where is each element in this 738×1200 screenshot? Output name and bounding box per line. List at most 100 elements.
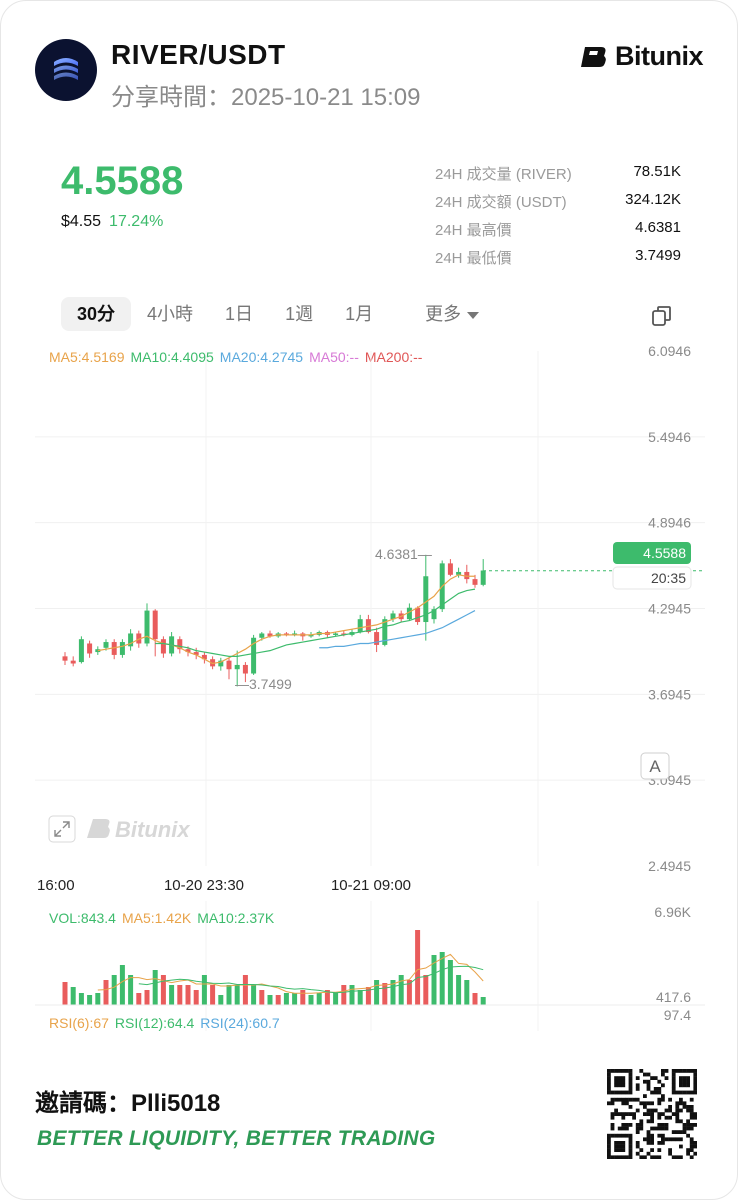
candle-body xyxy=(144,610,150,644)
candle-body xyxy=(406,607,412,620)
last-price-tag-text: 4.5588 xyxy=(643,545,686,561)
brand-logo: Bitunix xyxy=(579,41,704,72)
brand-name: Bitunix xyxy=(615,41,704,71)
volume-bar xyxy=(193,990,199,1005)
volume-bar xyxy=(218,995,224,1005)
candle-body xyxy=(456,571,462,575)
tab-1d[interactable]: 1日 xyxy=(225,304,254,324)
candle-body xyxy=(415,607,421,623)
volume-bar xyxy=(456,975,462,1005)
rsi24-label: RSI(24):60.7 xyxy=(200,1015,280,1031)
candle-body xyxy=(423,576,429,623)
ma5-label: MA5:4.5169 xyxy=(49,349,125,365)
candle-body xyxy=(218,660,224,667)
stat-label: 24H 最低價 xyxy=(435,250,512,267)
volume-bar xyxy=(431,955,437,1005)
stat-label: 24H 成交額 (USDT) xyxy=(435,194,567,211)
volume-bar xyxy=(259,990,265,1005)
candle-body xyxy=(242,664,248,674)
volume-bar xyxy=(95,993,101,1005)
ma-legend: MA5:4.5169 MA10:4.4095 MA20:4.2745 MA50:-- M… xyxy=(49,349,428,365)
candle-body xyxy=(480,570,486,585)
volume-bar xyxy=(103,980,109,1005)
candle-body xyxy=(95,649,101,653)
volume-bar xyxy=(251,985,257,1005)
copy-icon[interactable] xyxy=(651,305,673,327)
volume-bar xyxy=(333,993,339,1005)
candle-body xyxy=(201,654,207,660)
stat-row: 24H 最高價 4.6381 xyxy=(435,219,681,247)
volume-bar xyxy=(406,980,412,1005)
qr-code-icon xyxy=(607,1069,697,1159)
y-tick-label: 4.2945 xyxy=(648,601,691,617)
volume-bar xyxy=(275,995,281,1005)
ma200-label: MA200:-- xyxy=(364,349,423,365)
volume-bar xyxy=(242,975,248,1005)
candle-body xyxy=(357,619,363,633)
tab-1m[interactable]: 1月 xyxy=(345,304,374,324)
vol-label: VOL:843.4 xyxy=(49,910,116,926)
volume-bar xyxy=(382,983,388,1005)
tab-30m[interactable]: 30分 xyxy=(61,297,132,331)
countdown-tag xyxy=(612,566,692,590)
volume-bar xyxy=(70,987,76,1005)
candle-body xyxy=(439,563,445,610)
candle-body xyxy=(128,633,134,647)
candle-body xyxy=(185,649,191,653)
interval-tabs: 30分 4小時 1日 1週 1月 更多 xyxy=(61,297,495,331)
ma10-line xyxy=(155,588,476,657)
candle-body xyxy=(472,579,478,585)
ma20-label: MA20:4.2745 xyxy=(219,349,304,365)
candle-body xyxy=(152,610,158,640)
volume-bar xyxy=(152,970,158,1005)
volume-bar xyxy=(472,993,478,1005)
expand-icon xyxy=(48,815,76,843)
vol-tick-label: 6.96K xyxy=(654,904,691,920)
candle-body xyxy=(111,642,117,655)
high-price-label: 4.6381— xyxy=(375,546,432,562)
volume-bar xyxy=(210,985,216,1005)
candle-body xyxy=(275,633,281,637)
volume-bar xyxy=(357,990,363,1005)
candle-body xyxy=(70,660,76,664)
candle-body xyxy=(234,664,240,670)
usd-price: $4.55 xyxy=(61,213,102,230)
volume-bar xyxy=(415,930,421,1005)
volume-bar xyxy=(316,993,322,1005)
trading-pair: RIVER/USDT xyxy=(111,39,286,70)
ma20-line xyxy=(319,610,476,649)
tab-1w[interactable]: 1週 xyxy=(285,304,314,324)
volume-bar xyxy=(283,993,289,1005)
volume-bar xyxy=(480,997,486,1005)
token-logo-icon xyxy=(35,39,97,101)
tab-4h[interactable]: 4小時 xyxy=(147,304,194,324)
volume-bar xyxy=(185,985,191,1005)
tab-more[interactable]: 更多 xyxy=(409,297,495,331)
y-tick-label: 4.8946 xyxy=(648,515,691,531)
candle-body xyxy=(226,660,232,670)
volume-bar xyxy=(365,987,371,1005)
volume-bar xyxy=(128,975,134,1005)
candle-body xyxy=(160,639,166,654)
candle-body xyxy=(136,633,142,644)
candle-body xyxy=(177,639,183,650)
candle-body xyxy=(341,633,347,635)
candle-body xyxy=(292,633,298,635)
volume-bar xyxy=(226,985,232,1005)
volume-bar xyxy=(390,980,396,1005)
volume-bar xyxy=(119,965,125,1005)
volume-bar xyxy=(292,993,298,1005)
volume-bar xyxy=(87,995,93,1005)
auto-scale-button xyxy=(640,752,670,780)
volume-legend: VOL:843.4 MA5:1.42K MA10:2.37K xyxy=(49,910,280,926)
volume-bar xyxy=(341,985,347,1005)
stat-label: 24H 最高價 xyxy=(435,222,512,239)
candle-body xyxy=(169,636,175,654)
stats-panel: 24H 成交量 (RIVER) 78.51K 24H 成交額 (USDT) 324.… xyxy=(435,163,681,275)
candle-body xyxy=(447,563,453,575)
rsi-legend: RSI(6):67 RSI(12):64.4 RSI(24):60.7 xyxy=(49,1015,286,1031)
candle-body xyxy=(210,659,216,667)
volume-bar xyxy=(169,985,175,1005)
volume-bar xyxy=(398,975,404,1005)
